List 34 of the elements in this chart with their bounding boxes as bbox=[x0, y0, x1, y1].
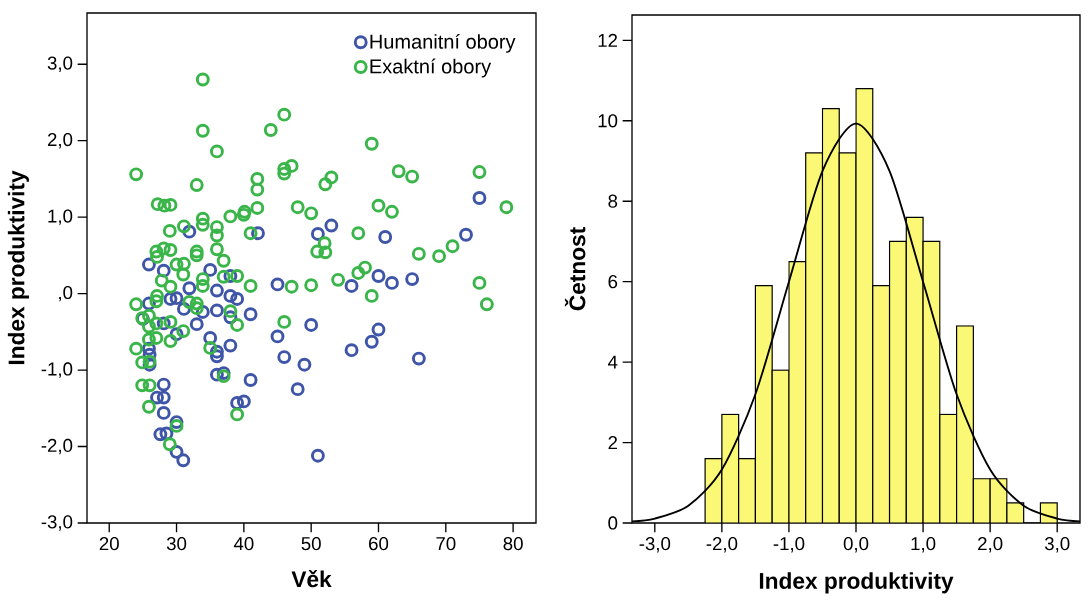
x-tick-label: 20 bbox=[99, 537, 119, 551]
y-tick-label: 0 bbox=[608, 516, 618, 530]
x-tick-label: 3,0 bbox=[1044, 537, 1070, 553]
x-tick-label: 1,0 bbox=[911, 537, 936, 553]
x-tick-label: 2,0 bbox=[978, 537, 1003, 553]
y-tick-label: 4 bbox=[608, 355, 618, 369]
y-tick-label: 10 bbox=[598, 114, 618, 128]
y-tick-label: 1,0 bbox=[48, 209, 73, 225]
y-tick-label: -1,0 bbox=[41, 362, 73, 378]
x-tick-label: 40 bbox=[233, 537, 254, 551]
y-tick-label: 6 bbox=[608, 275, 618, 289]
x-tick-label: 60 bbox=[369, 537, 389, 551]
y-tick-label: ,0 bbox=[59, 285, 73, 302]
y-tick-label: 8 bbox=[608, 194, 618, 208]
y-tick-label: 3,0 bbox=[47, 56, 73, 72]
y-tick-label: -2,0 bbox=[41, 438, 73, 455]
y-axis-title: Četnost bbox=[564, 227, 586, 311]
y-tick-label: 2 bbox=[608, 436, 618, 450]
x-tick-label: 0,0 bbox=[843, 537, 869, 553]
legend-label: Humanitní obory bbox=[370, 33, 516, 53]
x-tick-label: -1,0 bbox=[773, 537, 805, 553]
y-tick-label: 2,0 bbox=[47, 132, 73, 149]
x-tick-label: 70 bbox=[436, 537, 456, 551]
y-axis-title: Index produktivity bbox=[7, 170, 29, 365]
legend-label: Exaktní obory bbox=[370, 58, 492, 78]
x-tick-label: 50 bbox=[301, 537, 321, 551]
x-axis-title: Index produktivity bbox=[759, 572, 954, 594]
y-tick-label: -3,0 bbox=[41, 515, 73, 531]
x-axis-title: Věk bbox=[291, 570, 332, 588]
x-tick-label: -2,0 bbox=[706, 537, 738, 553]
x-tick-label: 80 bbox=[503, 537, 523, 551]
y-tick-label: 12 bbox=[598, 33, 618, 47]
x-tick-label: -3,0 bbox=[639, 537, 671, 553]
x-tick-label: 30 bbox=[166, 537, 187, 551]
